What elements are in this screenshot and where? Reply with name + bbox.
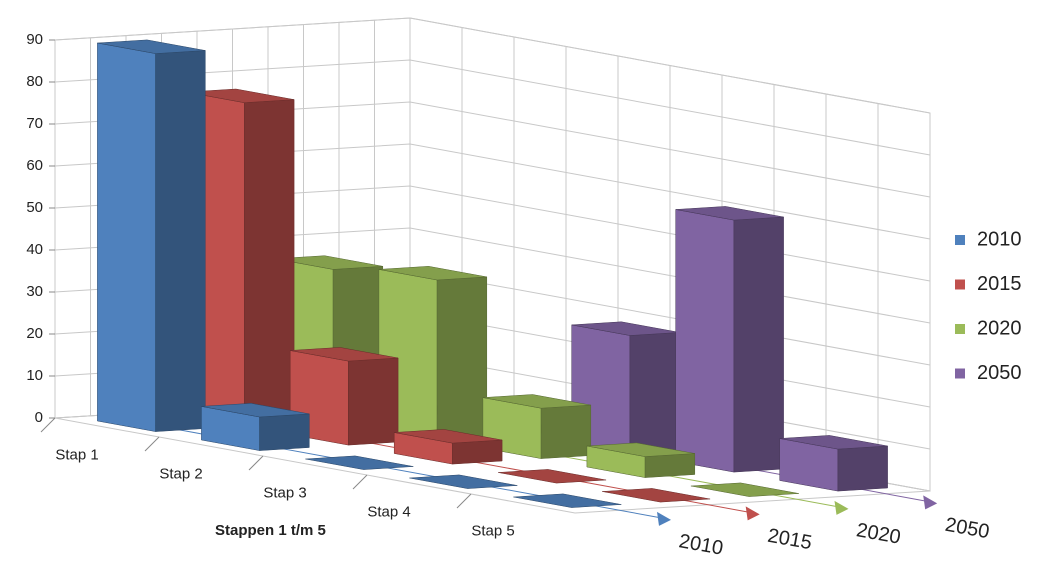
x-tick	[40, 417, 56, 433]
series-axis-arrow	[657, 511, 671, 526]
bar	[675, 206, 784, 473]
bar-top	[186, 88, 295, 103]
bar-side	[436, 276, 488, 440]
y-tick-label: 10	[26, 367, 43, 384]
legend-label: 2015	[977, 273, 1022, 295]
y-tick-label: 70	[26, 115, 43, 132]
bar	[571, 321, 680, 454]
x-tick-label: Stap 3	[263, 484, 306, 501]
bar-side	[155, 50, 206, 432]
bar-top	[498, 469, 607, 484]
bar	[393, 429, 503, 465]
bar	[482, 394, 592, 459]
y-tick-label: 40	[26, 241, 43, 258]
z-tick-label: 2010	[677, 530, 725, 559]
x-tick-label: Stap 5	[471, 522, 514, 539]
bar-side	[644, 453, 696, 478]
bar-front	[675, 209, 735, 473]
bar-top	[690, 482, 799, 497]
x-tick	[456, 493, 472, 509]
bar	[586, 442, 696, 478]
legend-label: 2050	[977, 362, 1022, 384]
bar-side	[244, 99, 295, 427]
y-tick-label: 20	[26, 325, 43, 342]
bar-top	[290, 347, 399, 362]
y-tick-label: 0	[35, 409, 43, 426]
x-axis-title: Stappen 1 t/m 5	[215, 522, 326, 539]
bar-side	[540, 404, 592, 459]
y-tick-label: 80	[26, 73, 43, 90]
bar	[97, 39, 206, 432]
y-tick-label: 50	[26, 199, 43, 216]
bar-top	[305, 455, 414, 470]
x-tick-label: Stap 4	[367, 503, 410, 520]
bar	[201, 403, 310, 451]
bar	[602, 488, 711, 503]
legend-swatch	[955, 235, 965, 245]
bar	[409, 474, 518, 489]
bar	[690, 482, 799, 497]
bar	[779, 435, 888, 492]
legend-swatch	[955, 324, 965, 334]
x-tick	[144, 436, 160, 452]
bar-side	[837, 445, 888, 492]
x-tick-label: Stap 2	[159, 465, 202, 482]
bar	[498, 469, 607, 484]
bar-top	[675, 206, 784, 221]
bar-top	[394, 429, 503, 444]
bar-top	[482, 394, 591, 409]
grid-line	[54, 17, 931, 114]
bar-top	[779, 435, 888, 450]
bar-side	[259, 413, 310, 451]
bar-top	[513, 493, 622, 508]
bar-front	[97, 42, 156, 432]
bar-side	[733, 216, 784, 473]
bar-top	[409, 474, 518, 489]
series-axis-arrow	[834, 500, 849, 515]
legend-label: 2020	[977, 317, 1022, 339]
z-tick-label: 2015	[766, 525, 814, 554]
bar-top	[378, 266, 487, 281]
bar-top	[602, 488, 711, 503]
x-tick-label: Stap 1	[55, 446, 98, 463]
x-tick	[352, 474, 368, 490]
bar-side	[452, 439, 503, 465]
bar-side	[629, 332, 680, 454]
y-tick-label: 30	[26, 283, 43, 300]
y-tick-label: 60	[26, 157, 43, 174]
legend-swatch	[955, 279, 965, 290]
bar	[305, 455, 414, 470]
y-tick-label: 90	[26, 31, 43, 48]
bar-top	[586, 442, 695, 457]
series-axis-arrow	[923, 495, 938, 510]
series-axis-arrow	[745, 506, 760, 521]
bar	[513, 493, 622, 508]
bar-top	[274, 255, 383, 270]
x-tick	[248, 455, 264, 471]
bar-top	[201, 403, 310, 418]
z-tick-label: 2050	[943, 514, 991, 543]
bar-side	[348, 357, 399, 446]
z-tick-label: 2020	[855, 519, 903, 548]
legend-swatch	[955, 368, 965, 379]
bar-top	[97, 39, 206, 54]
legend-label: 2010	[977, 228, 1022, 250]
